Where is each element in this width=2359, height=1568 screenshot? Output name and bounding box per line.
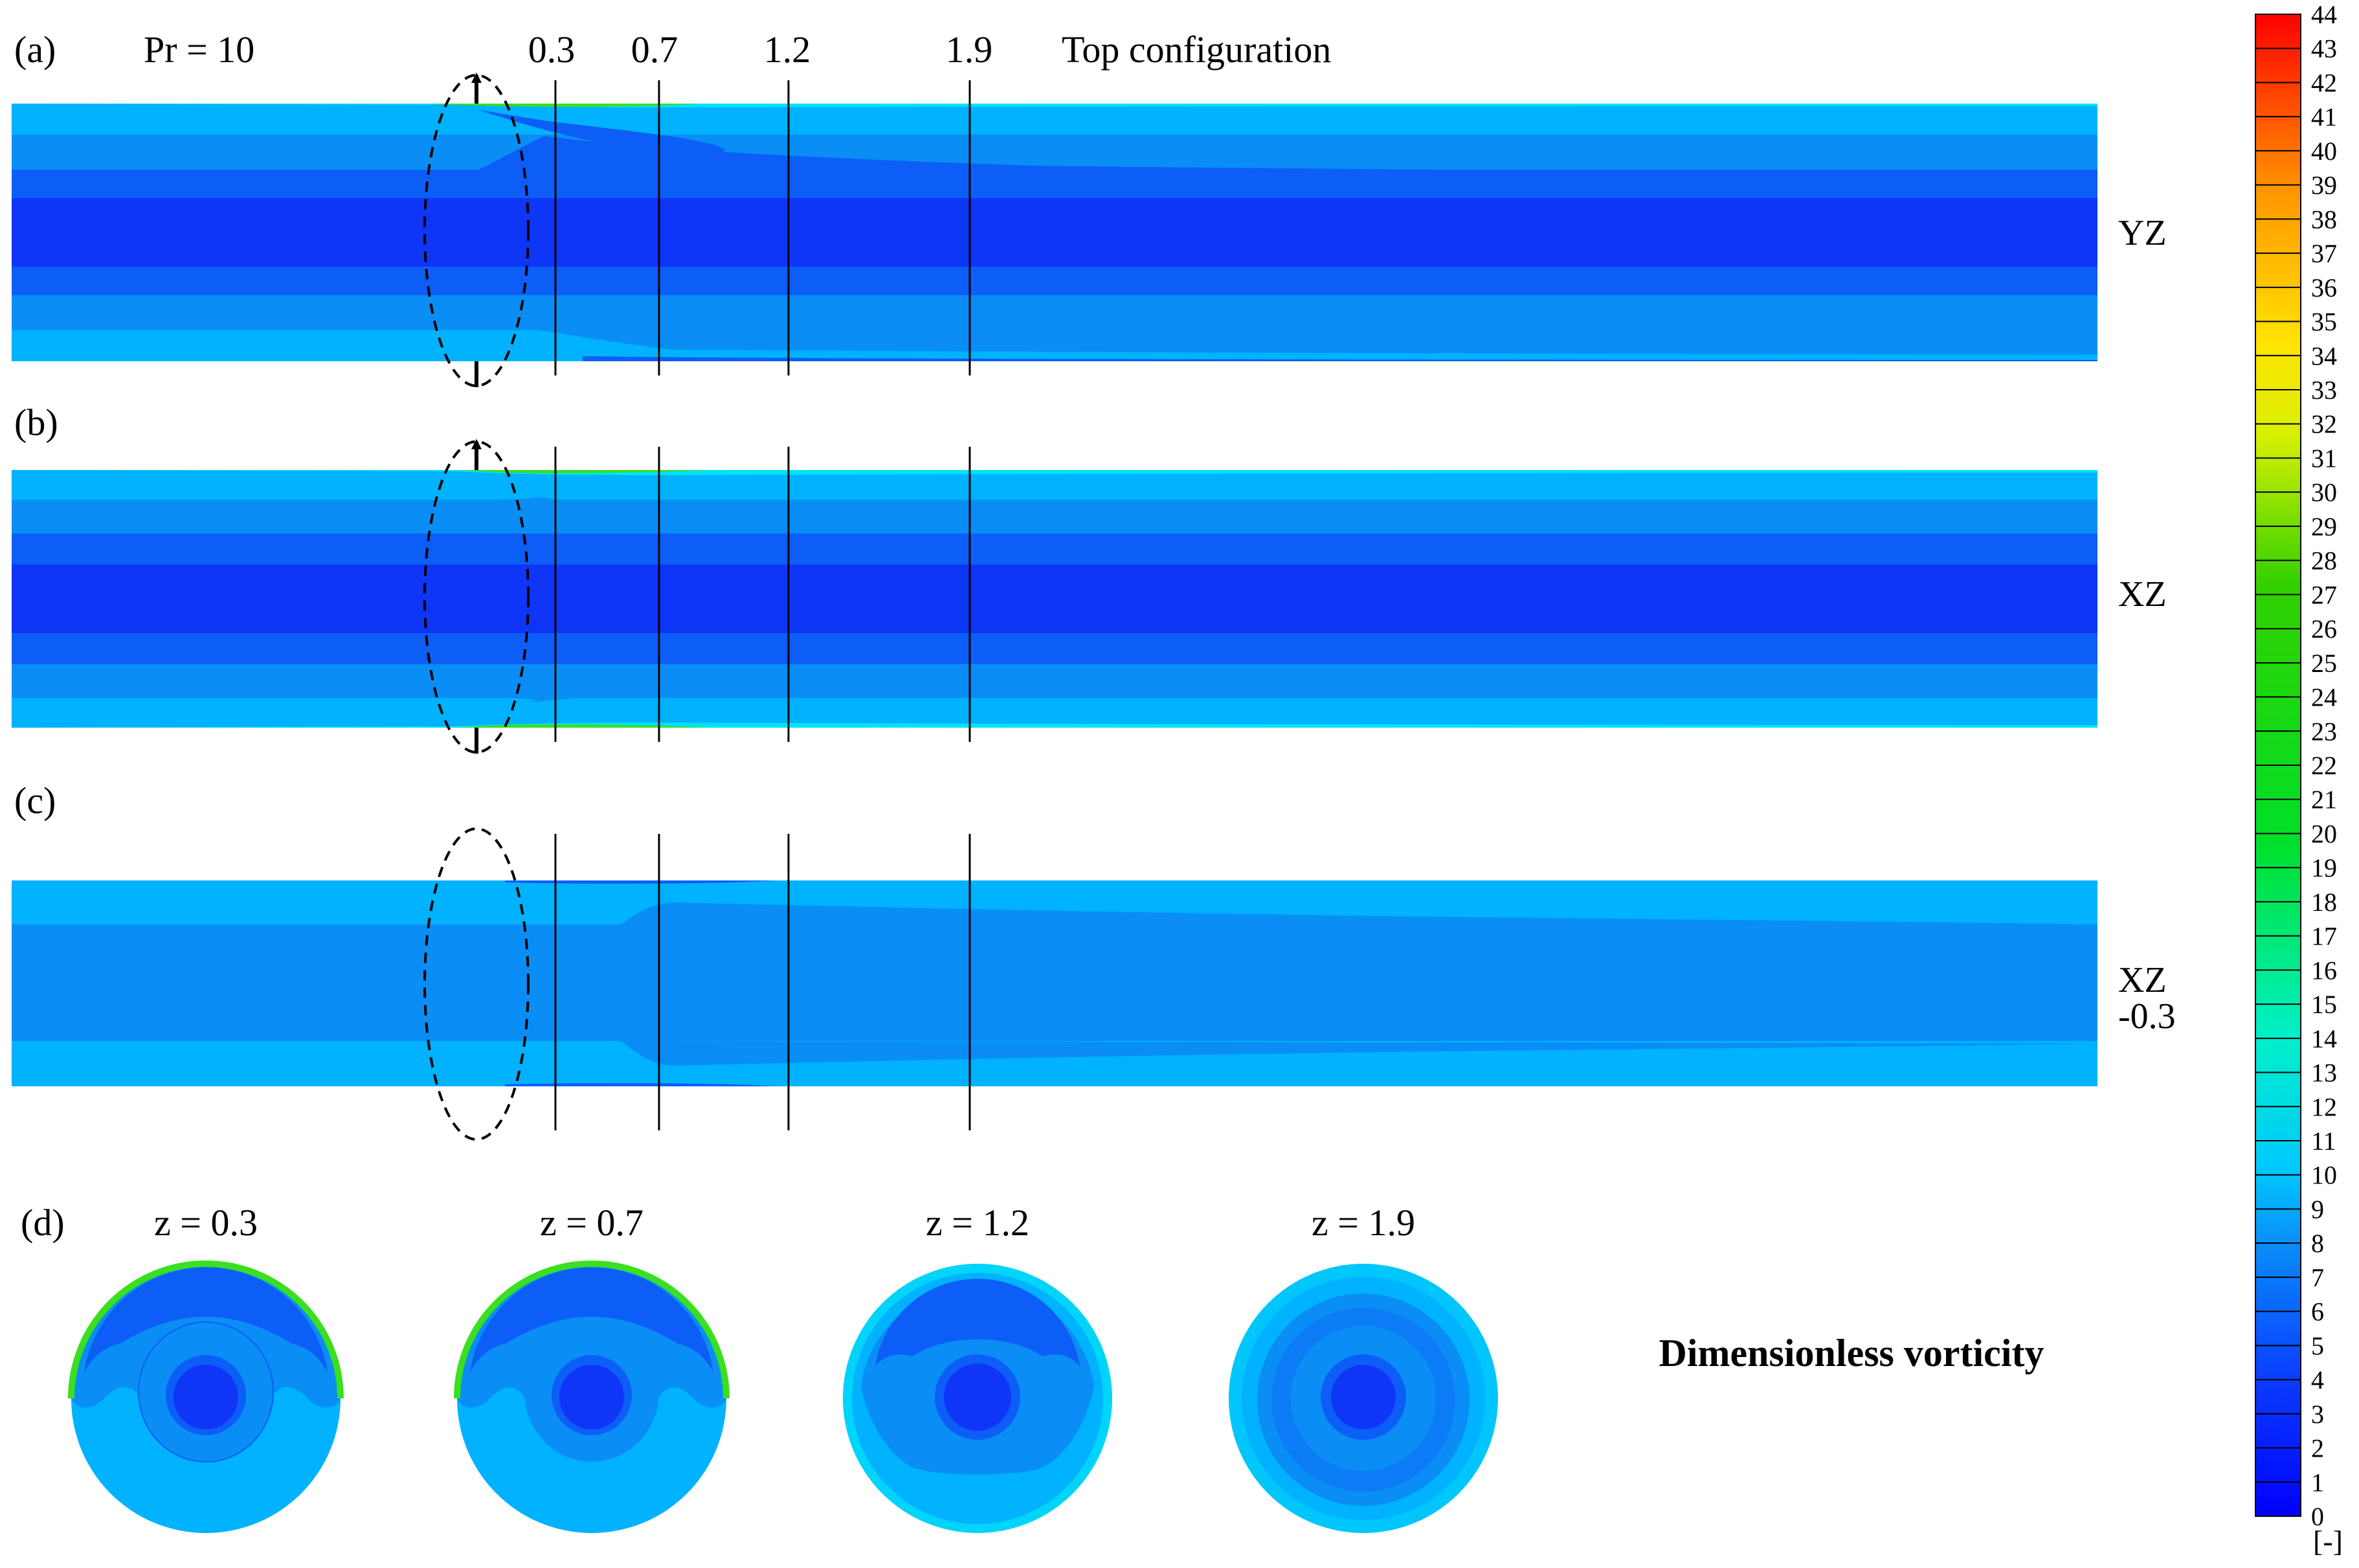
colorbar-tick-label-24: 24 bbox=[2311, 683, 2337, 712]
colorbar-tick-label-40: 40 bbox=[2311, 137, 2337, 166]
colorbar-tick-label-39: 39 bbox=[2311, 171, 2337, 200]
dashed-ellipse-a bbox=[423, 74, 530, 387]
colorbar-tick-label-44: 44 bbox=[2311, 0, 2337, 29]
colorbar-tick-label-32: 32 bbox=[2311, 410, 2337, 439]
cross-section-z-0.7 bbox=[454, 1260, 730, 1533]
colorbar-tick-label-22: 22 bbox=[2311, 751, 2337, 780]
arrow-head-a bbox=[471, 73, 482, 83]
cross-section-title-1.9: z = 1.9 bbox=[1312, 1202, 1415, 1244]
colorbar-tick-label-16: 16 bbox=[2311, 956, 2337, 985]
colorbar-tick-label-15: 15 bbox=[2311, 990, 2337, 1019]
colorbar-tick-label-26: 26 bbox=[2311, 614, 2337, 644]
panel-label-c: (c) bbox=[14, 779, 56, 822]
station-label-0.3: 0.3 bbox=[528, 28, 576, 71]
colorbar-tick-label-5: 5 bbox=[2311, 1331, 2324, 1360]
colorbar-tick-label-13: 13 bbox=[2311, 1058, 2337, 1088]
colorbar-unit: [-] bbox=[2313, 1525, 2343, 1558]
colorbar-tick-label-9: 9 bbox=[2311, 1194, 2324, 1224]
colorbar-tick-label-29: 29 bbox=[2311, 512, 2337, 541]
colorbar-tick-label-14: 14 bbox=[2311, 1024, 2337, 1053]
colorbar-tick-label-7: 7 bbox=[2311, 1263, 2324, 1292]
panel-label-d: (d) bbox=[21, 1202, 65, 1244]
panel-label-a: (a) bbox=[14, 28, 56, 71]
plane-label-xz: XZ bbox=[2118, 574, 2167, 614]
colorbar-tick-label-17: 17 bbox=[2311, 922, 2337, 951]
colorbar-tick-label-10: 10 bbox=[2311, 1161, 2337, 1190]
colorbar-tick-label-25: 25 bbox=[2311, 649, 2337, 678]
dashed-ellipse-b bbox=[423, 440, 530, 754]
colorbar-tick-label-6: 6 bbox=[2311, 1297, 2324, 1327]
colorbar-tick-label-34: 34 bbox=[2311, 341, 2337, 370]
plane-label-yz: YZ bbox=[2118, 213, 2167, 253]
panel-c-contour bbox=[12, 880, 2097, 1086]
colorbar-tick-label-30: 30 bbox=[2311, 478, 2337, 507]
prandtl-number: Pr = 10 bbox=[144, 28, 254, 71]
colorbar-tick-label-2: 2 bbox=[2311, 1434, 2324, 1463]
colorbar-tick-label-31: 31 bbox=[2311, 443, 2337, 473]
colorbar-ticks: 0123456789101112131415161718192021222324… bbox=[2255, 0, 2337, 1531]
colorbar-tick-label-0: 0 bbox=[2311, 1502, 2324, 1531]
dashed-ellipse-c bbox=[423, 827, 530, 1141]
colorbar-tick-label-37: 37 bbox=[2311, 239, 2337, 268]
station-lines-c bbox=[554, 834, 971, 1130]
plane-label-xz-offset: XZ bbox=[2118, 960, 2167, 1000]
cross-section-z-1.9 bbox=[1229, 1264, 1498, 1533]
colorbar-tick-label-20: 20 bbox=[2311, 819, 2337, 848]
colorbar-tick-label-12: 12 bbox=[2311, 1092, 2337, 1121]
station-label-1.2: 1.2 bbox=[764, 28, 811, 71]
colorbar-tick-label-1: 1 bbox=[2311, 1468, 2324, 1497]
colorbar-tick-label-28: 28 bbox=[2311, 546, 2337, 576]
colorbar-tick-label-19: 19 bbox=[2311, 853, 2337, 882]
station-label-0.7: 0.7 bbox=[631, 28, 678, 71]
cross-section-z-0.3 bbox=[68, 1260, 344, 1533]
colorbar-tick-label-18: 18 bbox=[2311, 888, 2337, 917]
panel-b-contour bbox=[12, 470, 2097, 728]
station-label-1.9: 1.9 bbox=[946, 28, 993, 71]
plane-label-offset-value: -0.3 bbox=[2118, 996, 2176, 1036]
station-lines-b bbox=[554, 447, 971, 742]
colorbar-tick-label-4: 4 bbox=[2311, 1365, 2324, 1394]
cross-section-title-1.2: z = 1.2 bbox=[926, 1202, 1029, 1244]
colorbar-tick-label-36: 36 bbox=[2311, 273, 2337, 302]
colorbar-tick-label-11: 11 bbox=[2311, 1126, 2336, 1156]
colorbar-tick-label-23: 23 bbox=[2311, 717, 2337, 746]
arrow-head-b bbox=[471, 439, 482, 449]
colorbar-tick-label-41: 41 bbox=[2311, 102, 2337, 131]
colorbar-tick-label-38: 38 bbox=[2311, 205, 2337, 234]
colorbar-tick-label-42: 42 bbox=[2311, 68, 2337, 97]
cross-section-title-0.3: z = 0.3 bbox=[154, 1202, 258, 1244]
panel-a-contour bbox=[12, 104, 2097, 361]
colorbar-tick-label-35: 35 bbox=[2311, 308, 2337, 337]
colorbar-tick-label-21: 21 bbox=[2311, 785, 2337, 814]
configuration-title: Top configuration bbox=[1062, 28, 1331, 71]
colorbar-tick-label-3: 3 bbox=[2311, 1400, 2324, 1429]
quantity-label: Dimensionless vorticity bbox=[1659, 1332, 2044, 1374]
colorbar-tick-label-27: 27 bbox=[2311, 580, 2337, 609]
cross-section-z-1.2 bbox=[843, 1264, 1112, 1533]
colorbar-tick-label-33: 33 bbox=[2311, 375, 2337, 405]
colorbar-tick-label-8: 8 bbox=[2311, 1229, 2324, 1258]
colorbar-tick-label-43: 43 bbox=[2311, 34, 2337, 63]
cross-section-title-0.7: z = 0.7 bbox=[540, 1202, 643, 1244]
station-lines-a bbox=[554, 80, 971, 375]
panel-label-b: (b) bbox=[14, 401, 58, 443]
